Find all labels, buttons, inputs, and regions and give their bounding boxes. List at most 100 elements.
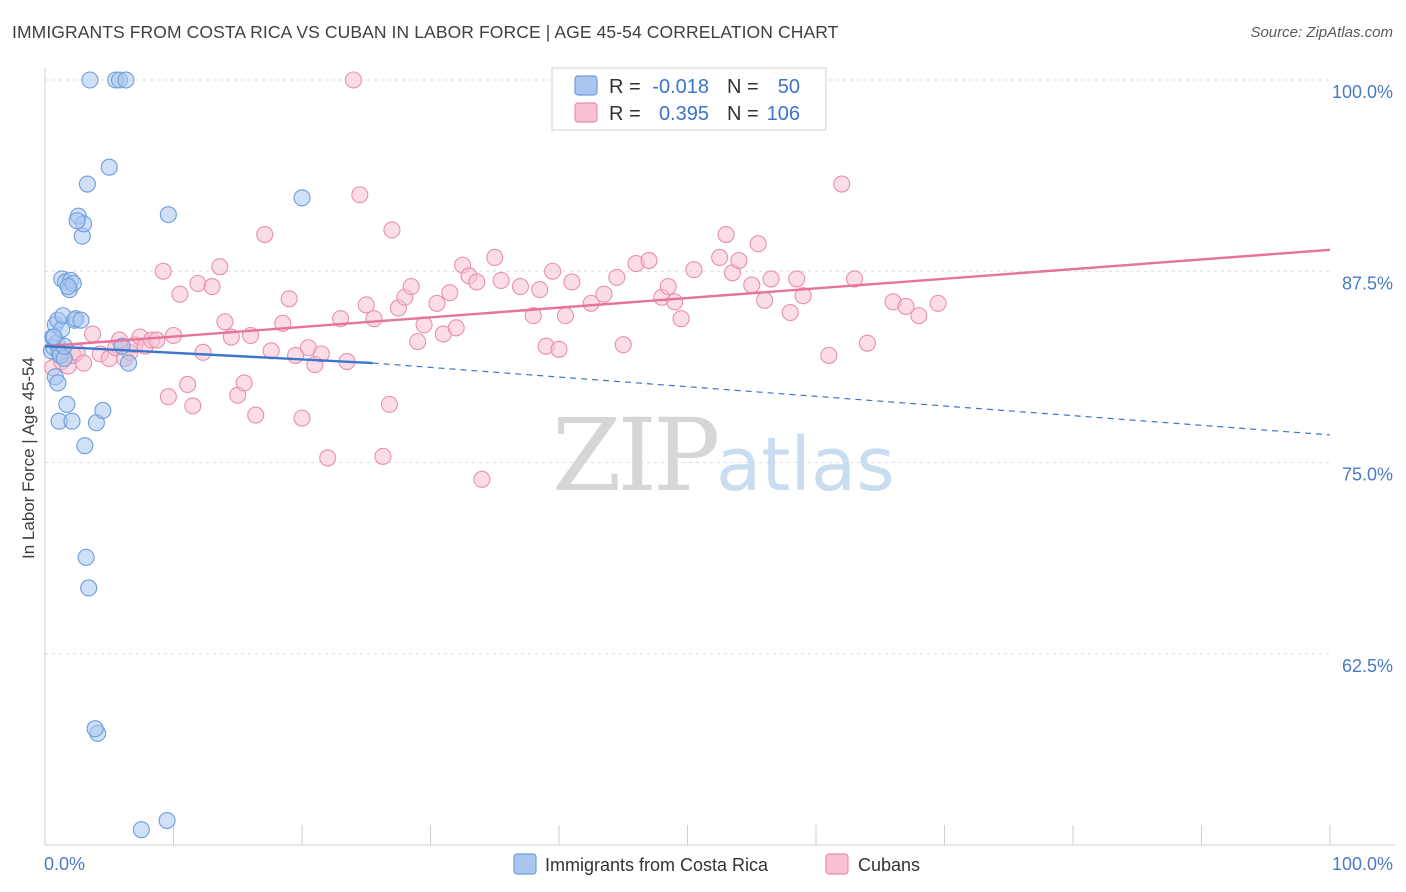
costa-rica-point bbox=[59, 277, 77, 296]
cubans-point bbox=[781, 304, 799, 322]
trendlines bbox=[44, 248, 1331, 436]
legend-n-label-cubans: N = bbox=[727, 103, 759, 125]
cubans-point bbox=[762, 270, 780, 288]
cubans-point bbox=[351, 186, 369, 204]
cubans-point bbox=[659, 277, 677, 296]
y-tick-label: 75.0% bbox=[1342, 465, 1393, 485]
cubans-point bbox=[319, 449, 337, 467]
costa-rica-point bbox=[119, 354, 138, 372]
y-axis-label: In Labor Force | Age 45-54 bbox=[19, 357, 38, 559]
cubans-point bbox=[531, 281, 549, 299]
costa-rica-point bbox=[78, 175, 96, 193]
cubans-point bbox=[582, 294, 600, 312]
cubans-point bbox=[293, 409, 311, 427]
cubans-point bbox=[685, 261, 703, 279]
cubans-point bbox=[614, 336, 632, 354]
cubans-point bbox=[743, 276, 761, 294]
costa-rica-point bbox=[293, 189, 311, 207]
cubans-point bbox=[756, 291, 774, 309]
costa-rica-trendline bbox=[44, 345, 373, 365]
cubans-point bbox=[666, 293, 684, 311]
cubans-point bbox=[544, 262, 562, 280]
costa-rica-point bbox=[159, 206, 177, 224]
cubans-point bbox=[486, 248, 504, 267]
cubans-point bbox=[749, 235, 767, 253]
cubans-point bbox=[473, 470, 491, 488]
legend-n-value-cubans: 106 bbox=[767, 103, 800, 125]
costa-rica-point bbox=[100, 158, 118, 176]
x-tick-labels: 0.0% 100.0% bbox=[44, 854, 1393, 874]
costa-rica-point bbox=[132, 821, 150, 839]
watermark-zip: ZIP bbox=[552, 397, 717, 514]
legend-r-label-cubans: R = bbox=[609, 103, 641, 125]
cubans-point bbox=[845, 270, 864, 288]
cubans-point bbox=[550, 340, 568, 358]
cubans-point bbox=[595, 285, 613, 303]
chart-title: IMMIGRANTS FROM COSTA RICA VS CUBAN IN L… bbox=[12, 22, 839, 42]
cubans-point bbox=[83, 325, 102, 343]
cubans-point bbox=[344, 71, 362, 89]
cubans-point bbox=[256, 225, 274, 244]
cubans-point bbox=[788, 270, 806, 288]
costa-rica-point bbox=[158, 811, 176, 830]
costa-rica-point bbox=[86, 720, 104, 738]
y-tick-label: 100.0% bbox=[1332, 82, 1393, 102]
cubans-trendline bbox=[44, 248, 1331, 348]
x-tick-label: 100.0% bbox=[1332, 854, 1393, 874]
costa-rica-point bbox=[68, 212, 86, 230]
cubans-point bbox=[402, 277, 420, 296]
cubans-point bbox=[640, 251, 658, 270]
cubans-point bbox=[171, 285, 189, 303]
cubans-point bbox=[511, 277, 530, 296]
legend-swatch-costa-rica bbox=[574, 75, 598, 96]
cubans-point bbox=[492, 271, 510, 289]
cubans-point bbox=[929, 294, 947, 312]
cubans-point bbox=[184, 397, 202, 415]
cubans-point bbox=[711, 248, 729, 267]
cubans-point bbox=[409, 333, 427, 351]
cubans-point bbox=[897, 297, 915, 315]
costa-rica-point bbox=[58, 395, 76, 413]
y-tick-label: 87.5% bbox=[1342, 273, 1393, 293]
legend-n-label-costa-rica: N = bbox=[727, 76, 759, 98]
bottom-legend-label-costa-rica: Immigrants from Costa Rica bbox=[545, 855, 769, 875]
cubans-point bbox=[820, 346, 838, 364]
costa-rica-point bbox=[117, 71, 135, 89]
cubans-point bbox=[365, 310, 383, 328]
cubans-point bbox=[179, 375, 197, 394]
cubans-point bbox=[468, 273, 486, 291]
costa-rica-point bbox=[63, 412, 81, 430]
costa-rica-point bbox=[72, 311, 90, 329]
cubans-point bbox=[235, 374, 253, 392]
legend-r-value-costa-rica: -0.018 bbox=[652, 76, 709, 98]
cubans-point bbox=[858, 334, 876, 352]
costa-rica-point bbox=[80, 579, 98, 597]
cubans-point bbox=[383, 221, 401, 239]
costa-rica-point bbox=[76, 437, 94, 455]
legend-r-value-cubans: 0.395 bbox=[659, 103, 709, 125]
cubans-point bbox=[312, 345, 330, 363]
cubans-point bbox=[441, 284, 459, 302]
cubans-point bbox=[910, 307, 928, 325]
costa-rica-point bbox=[77, 548, 95, 566]
bottom-legend: Immigrants from Costa Rica Cubans bbox=[513, 853, 920, 875]
cubans-point bbox=[608, 268, 626, 286]
source-label: Source: ZipAtlas.com bbox=[1250, 24, 1393, 41]
cubans-point bbox=[794, 287, 812, 305]
legend-r-label-costa-rica: R = bbox=[609, 76, 641, 98]
cubans-point bbox=[374, 447, 392, 465]
x-tick-label: 0.0% bbox=[44, 854, 85, 874]
axes bbox=[44, 68, 1395, 846]
costa-rica-points bbox=[42, 71, 311, 839]
cubans-point bbox=[730, 251, 748, 270]
cubans-point bbox=[672, 310, 690, 328]
costa-rica-point bbox=[45, 328, 63, 346]
cubans-point bbox=[194, 343, 212, 361]
cubans-point bbox=[357, 296, 375, 314]
bottom-legend-swatch-cubans bbox=[825, 853, 849, 875]
cubans-point bbox=[247, 406, 265, 424]
cubans-point bbox=[148, 331, 166, 349]
y-tick-label: 62.5% bbox=[1342, 656, 1393, 676]
cubans-point bbox=[203, 277, 221, 296]
